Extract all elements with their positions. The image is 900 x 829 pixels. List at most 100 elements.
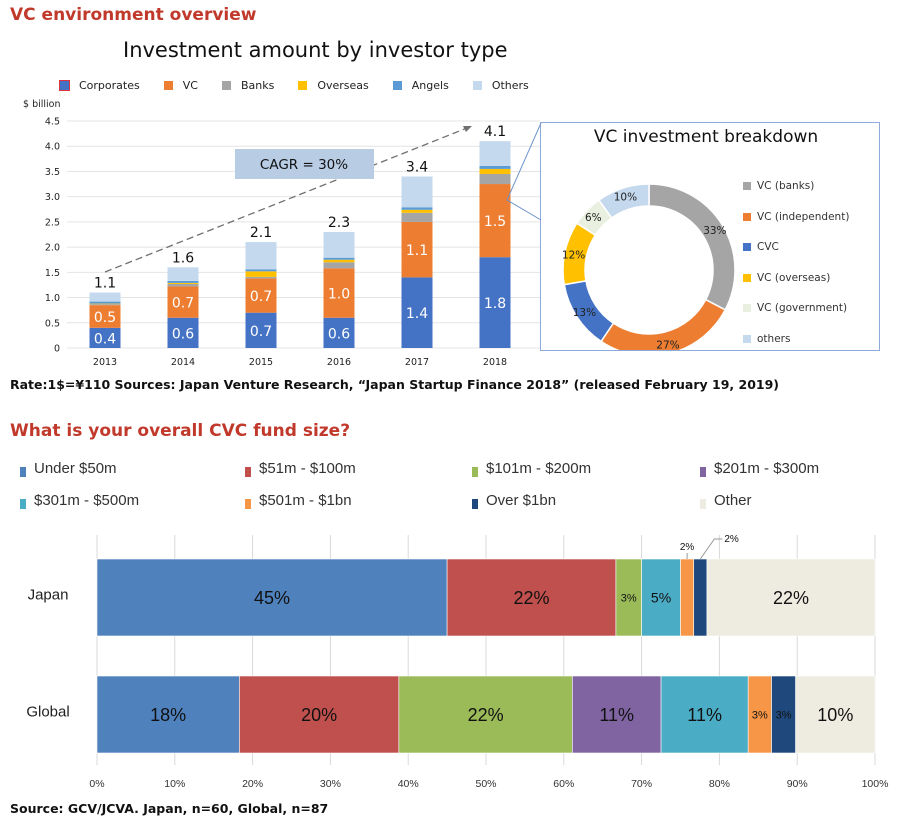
legend-item-51m-100m: $51m - $100m (245, 460, 356, 477)
bar-data-label: 1.0 (328, 287, 350, 303)
section2-heading: What is your overall CVC fund size? (10, 421, 351, 441)
bar-data-label: 3% (776, 709, 792, 721)
legend-label: Overseas (317, 79, 369, 92)
legend-label: VC (banks) (757, 180, 815, 193)
legend-item-501m-1bn: $501m - $1bn (245, 492, 352, 509)
bar-segment-other-japan (706, 558, 876, 637)
y-tick-label: 0 (54, 344, 60, 355)
legend-label: VC (overseas) (757, 271, 831, 284)
bar-data-label: 22% (513, 588, 549, 608)
x-tick-label: 2016 (327, 357, 351, 368)
bar-segment-101m-200m-global (398, 675, 573, 754)
bar-segment-overseas-2013 (89, 303, 121, 305)
donut-legend-item-vc-banks: VC (banks) (743, 171, 849, 202)
bar-data-label: 0.6 (328, 326, 350, 342)
x-tick-label: 40% (398, 778, 419, 790)
bar-segment-angels-2015 (245, 269, 277, 272)
bar-data-label: 1.5 (484, 214, 506, 230)
legend-label: Others (491, 79, 529, 92)
legend-swatch (59, 80, 70, 91)
legend-swatch (472, 467, 478, 477)
bar-segment-under-50m-global (96, 675, 240, 754)
bar-data-label: 20% (301, 705, 337, 725)
legend-swatch (298, 81, 308, 90)
donut-slice-others (597, 183, 650, 220)
bar-segment-others-2017 (401, 176, 433, 208)
bar-total-label: 1.1 (94, 276, 116, 292)
legend-label: Angels (411, 79, 449, 92)
bar-segment-banks-2017 (401, 212, 433, 222)
legend-label: $51m - $100m (259, 460, 356, 477)
cagr-annotation-box (235, 149, 374, 179)
legend-swatch (163, 81, 173, 90)
donut-legend: VC (banks) VC (independent) CVC VC (oversea… (743, 171, 849, 354)
bar-segment-banks-2015 (245, 276, 277, 279)
bar-segment-overseas-2016 (323, 259, 355, 263)
legend-item-101m-200m: $101m - $200m (472, 460, 591, 477)
x-tick-label: 60% (553, 778, 574, 790)
x-tick-label: 2015 (249, 357, 273, 368)
legend-label: Banks (240, 79, 275, 92)
bar-segment-banks-2013 (89, 304, 121, 306)
donut-slice-label: 6% (585, 212, 602, 224)
bar-data-label: 45% (254, 588, 290, 608)
legend-item-over-1bn: Over $1bn (472, 492, 556, 509)
bar-data-label: 0.7 (172, 296, 194, 312)
category-label-japan: Japan (28, 587, 69, 604)
bar-total-label: 2.3 (328, 215, 350, 231)
x-tick-label: 80% (709, 778, 730, 790)
legend-label: $301m - $500m (34, 492, 140, 509)
legend-label: CVC (757, 241, 779, 254)
cagr-trend-arrow (104, 127, 468, 273)
bar-data-label: 18% (150, 705, 186, 725)
bar-segment-vc-2018 (479, 184, 511, 258)
bar-segment-banks-2018 (479, 173, 511, 185)
bar-total-label: 4.1 (484, 124, 506, 140)
legend-swatch (20, 467, 26, 477)
section2-source: Source: GCV/JCVA. Japan, n=60, Global, n… (10, 801, 329, 816)
vc-breakdown-donut: 33% 27% 13% 12% 6% 10% (562, 183, 736, 350)
donut-chart-title: VC investment breakdown (593, 127, 819, 147)
donut-slice-label: 27% (656, 340, 679, 350)
legend-swatch (245, 467, 251, 477)
bar-segment-corporates-2015 (245, 312, 277, 348)
bar-segment-corporates-2016 (323, 317, 355, 348)
callout-lines (506, 122, 542, 221)
legend-item-other: Other (700, 492, 752, 509)
section1-source: Rate:1$=¥110 Sources: Japan Venture Rese… (10, 377, 780, 392)
legend-item-201m-300m: $201m - $300m (700, 460, 819, 477)
bar-segment-others-2014 (167, 267, 199, 281)
callout-pointer (506, 122, 542, 221)
bar-segment-angels-2014 (167, 280, 199, 283)
bar-data-label: 10% (817, 705, 853, 725)
bar-segment-vc-2014 (167, 286, 199, 318)
bar-data-label: 3% (752, 709, 768, 721)
bar-segment-under-50m-japan (96, 558, 448, 637)
fund-size-bar-chart: 0% 10% 20% 30% 40% 50% 60% 70% 80% 90% 100% Japan 45… (26, 534, 888, 790)
bar-data-label: 0.7 (250, 289, 272, 305)
cagr-annotation-text: CAGR = 30% (260, 157, 348, 173)
bar-segment-angels-2017 (401, 207, 433, 210)
bar-data-label: 0.4 (94, 331, 116, 347)
bar-segment-51m-100m-global (239, 675, 400, 754)
x-tick-label: 10% (164, 778, 185, 790)
donut-slice-label: 10% (614, 192, 637, 204)
bar-segment-others-2018 (479, 141, 511, 166)
bar-segment-vc-2013 (89, 305, 121, 328)
bar-chart-title: Investment amount by investor type (123, 38, 508, 62)
bar-data-label: 1.4 (406, 306, 428, 322)
legend-label: $501m - $1bn (259, 492, 352, 509)
bar-segment-others-2013 (89, 292, 121, 302)
legend-swatch (743, 212, 751, 221)
bar-segment-corporates-2017 (401, 277, 433, 348)
x-tick-label: 90% (787, 778, 808, 790)
bar-segment-201m-300m-global (572, 675, 662, 754)
legend-item-angels: Angels (392, 79, 449, 92)
leader-line (699, 538, 723, 560)
bar-data-label: 1.8 (484, 296, 506, 312)
bar-segment-501m-1bn-japan (680, 558, 695, 637)
legend-label: Under $50m (34, 460, 117, 477)
legend-swatch (392, 81, 402, 90)
bar-segment-angels-2013 (89, 301, 121, 304)
x-tick-label: 2018 (483, 357, 507, 368)
